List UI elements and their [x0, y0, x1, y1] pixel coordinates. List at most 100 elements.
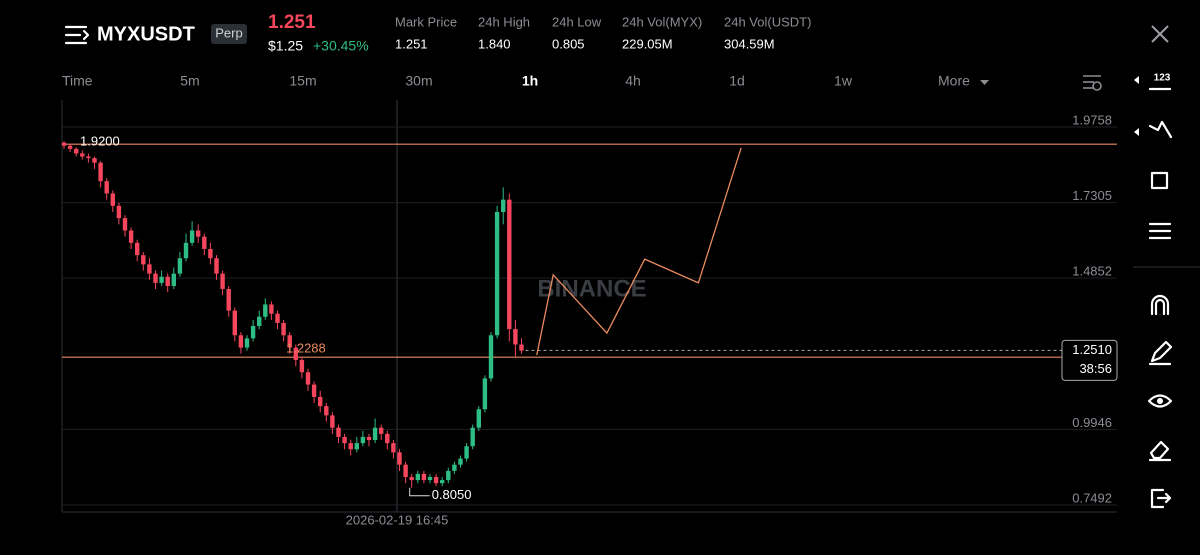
y-tick-label: 1.7305 [1072, 188, 1112, 203]
current-price-label: 1.2510 [1072, 342, 1112, 357]
candle-body [153, 273, 158, 283]
dropdown-arrow [980, 80, 989, 85]
candle-body [189, 230, 195, 243]
tabs: Time 5m 15m 30m 1h 4h 1d 1w More [62, 73, 989, 89]
toolbar-badge[interactable]: 123 [1154, 73, 1171, 84]
menu-icon[interactable] [64, 25, 90, 45]
toolbar: 123 [1133, 73, 1200, 509]
candle-body [452, 464, 457, 471]
candle-body [366, 436, 372, 441]
plot: 2026-02-19 16:45 BINANCE 1.9758 1.7305 1.485… [61, 100, 1118, 527]
stat-label: 24h High [478, 14, 530, 29]
candle-body [263, 304, 268, 317]
stat-value: 229.05M [622, 36, 673, 51]
candle-body [135, 242, 140, 256]
candle-body [183, 242, 189, 259]
countdown: 38:56 [1079, 361, 1112, 376]
candle-body [397, 452, 402, 465]
candle-body [281, 322, 286, 336]
candle-body [494, 211, 500, 336]
candle-body [311, 384, 317, 397]
badge-bg [211, 24, 247, 44]
candle-body [226, 289, 231, 311]
tool-fib[interactable] [1148, 120, 1173, 139]
candle-body [348, 443, 353, 450]
candle-body [110, 193, 115, 206]
level-label: 1.2288 [286, 341, 326, 356]
candle-body [208, 248, 213, 259]
y-tick-label: 0.9946 [1072, 415, 1112, 430]
tool-pen[interactable] [1148, 340, 1173, 366]
candle-body [116, 205, 122, 219]
low-marker-label: 0.8050 [432, 487, 472, 502]
candle-body [293, 347, 298, 360]
last-price: 1.251 [268, 12, 316, 33]
candle-body [446, 470, 451, 481]
candle-body [122, 218, 128, 231]
tab[interactable]: 15m [289, 73, 316, 89]
price-box [1061, 339, 1118, 381]
badge: Perp [215, 25, 242, 40]
tool-magnet[interactable] [1150, 294, 1170, 316]
candle-body [275, 313, 280, 323]
tool-eye[interactable] [1147, 394, 1173, 408]
tool-eye-pupil [1157, 398, 1163, 404]
tab[interactable]: 1w [834, 73, 853, 89]
candle-body [336, 427, 341, 437]
candle-body [202, 236, 207, 249]
candle-body [440, 480, 445, 484]
tab[interactable]: More [938, 73, 970, 89]
candle-body [141, 255, 146, 265]
candle-body [360, 436, 366, 444]
candle-body [257, 316, 262, 327]
change: +30.45% [313, 38, 369, 54]
settings-icon[interactable] [1083, 75, 1102, 91]
arrow [1134, 76, 1139, 84]
tab[interactable]: 30m [405, 73, 432, 89]
candle-body [318, 396, 323, 407]
candle-body [372, 427, 378, 441]
stats: Mark Price 1.251 24h High 1.840 24h Low 0.805… [395, 14, 811, 51]
candle-body [403, 464, 408, 478]
candle-body [232, 310, 237, 336]
tab[interactable]: Time [62, 73, 93, 89]
candle-body [165, 276, 170, 286]
candle-body [519, 344, 524, 351]
stat-label: 24h Vol(USDT) [724, 14, 811, 29]
x-label: 2026-02-19 16:45 [346, 512, 449, 527]
tab[interactable]: 5m [180, 73, 199, 89]
usd-price: $1.25 [268, 38, 303, 54]
candle-body [421, 473, 427, 481]
candle-body [171, 273, 176, 286]
tool-lines[interactable] [1148, 222, 1172, 240]
stat-label: 24h Low [552, 14, 602, 29]
stat-label: Mark Price [395, 14, 457, 29]
candle-body [507, 199, 512, 330]
stat-label: 24h Vol(MYX) [622, 14, 702, 29]
candle-body [269, 304, 274, 314]
candle-body [513, 329, 518, 345]
tool-shape[interactable] [1150, 171, 1169, 190]
candle-body [67, 145, 73, 149]
tab[interactable]: 1d [729, 73, 745, 89]
candle-body [214, 258, 219, 274]
stat-value: 0.805 [552, 36, 585, 51]
candle-body [324, 406, 329, 416]
symbol[interactable]: MYXUSDT [97, 23, 195, 45]
tool-exit[interactable] [1150, 488, 1172, 509]
candle-body [464, 446, 469, 459]
candle-body [427, 477, 433, 481]
candle-body [177, 258, 183, 274]
candle-body [470, 427, 475, 447]
tab[interactable]: 4h [625, 73, 641, 89]
candle-body [220, 273, 225, 290]
candle-body [433, 477, 439, 484]
close-button[interactable] [1151, 25, 1169, 43]
tool-eraser[interactable] [1148, 440, 1172, 462]
candle-body [74, 148, 79, 154]
candle-body [128, 230, 134, 243]
candle-body [330, 415, 335, 428]
tab[interactable]: 1h [522, 73, 538, 89]
candle-body [482, 378, 488, 410]
